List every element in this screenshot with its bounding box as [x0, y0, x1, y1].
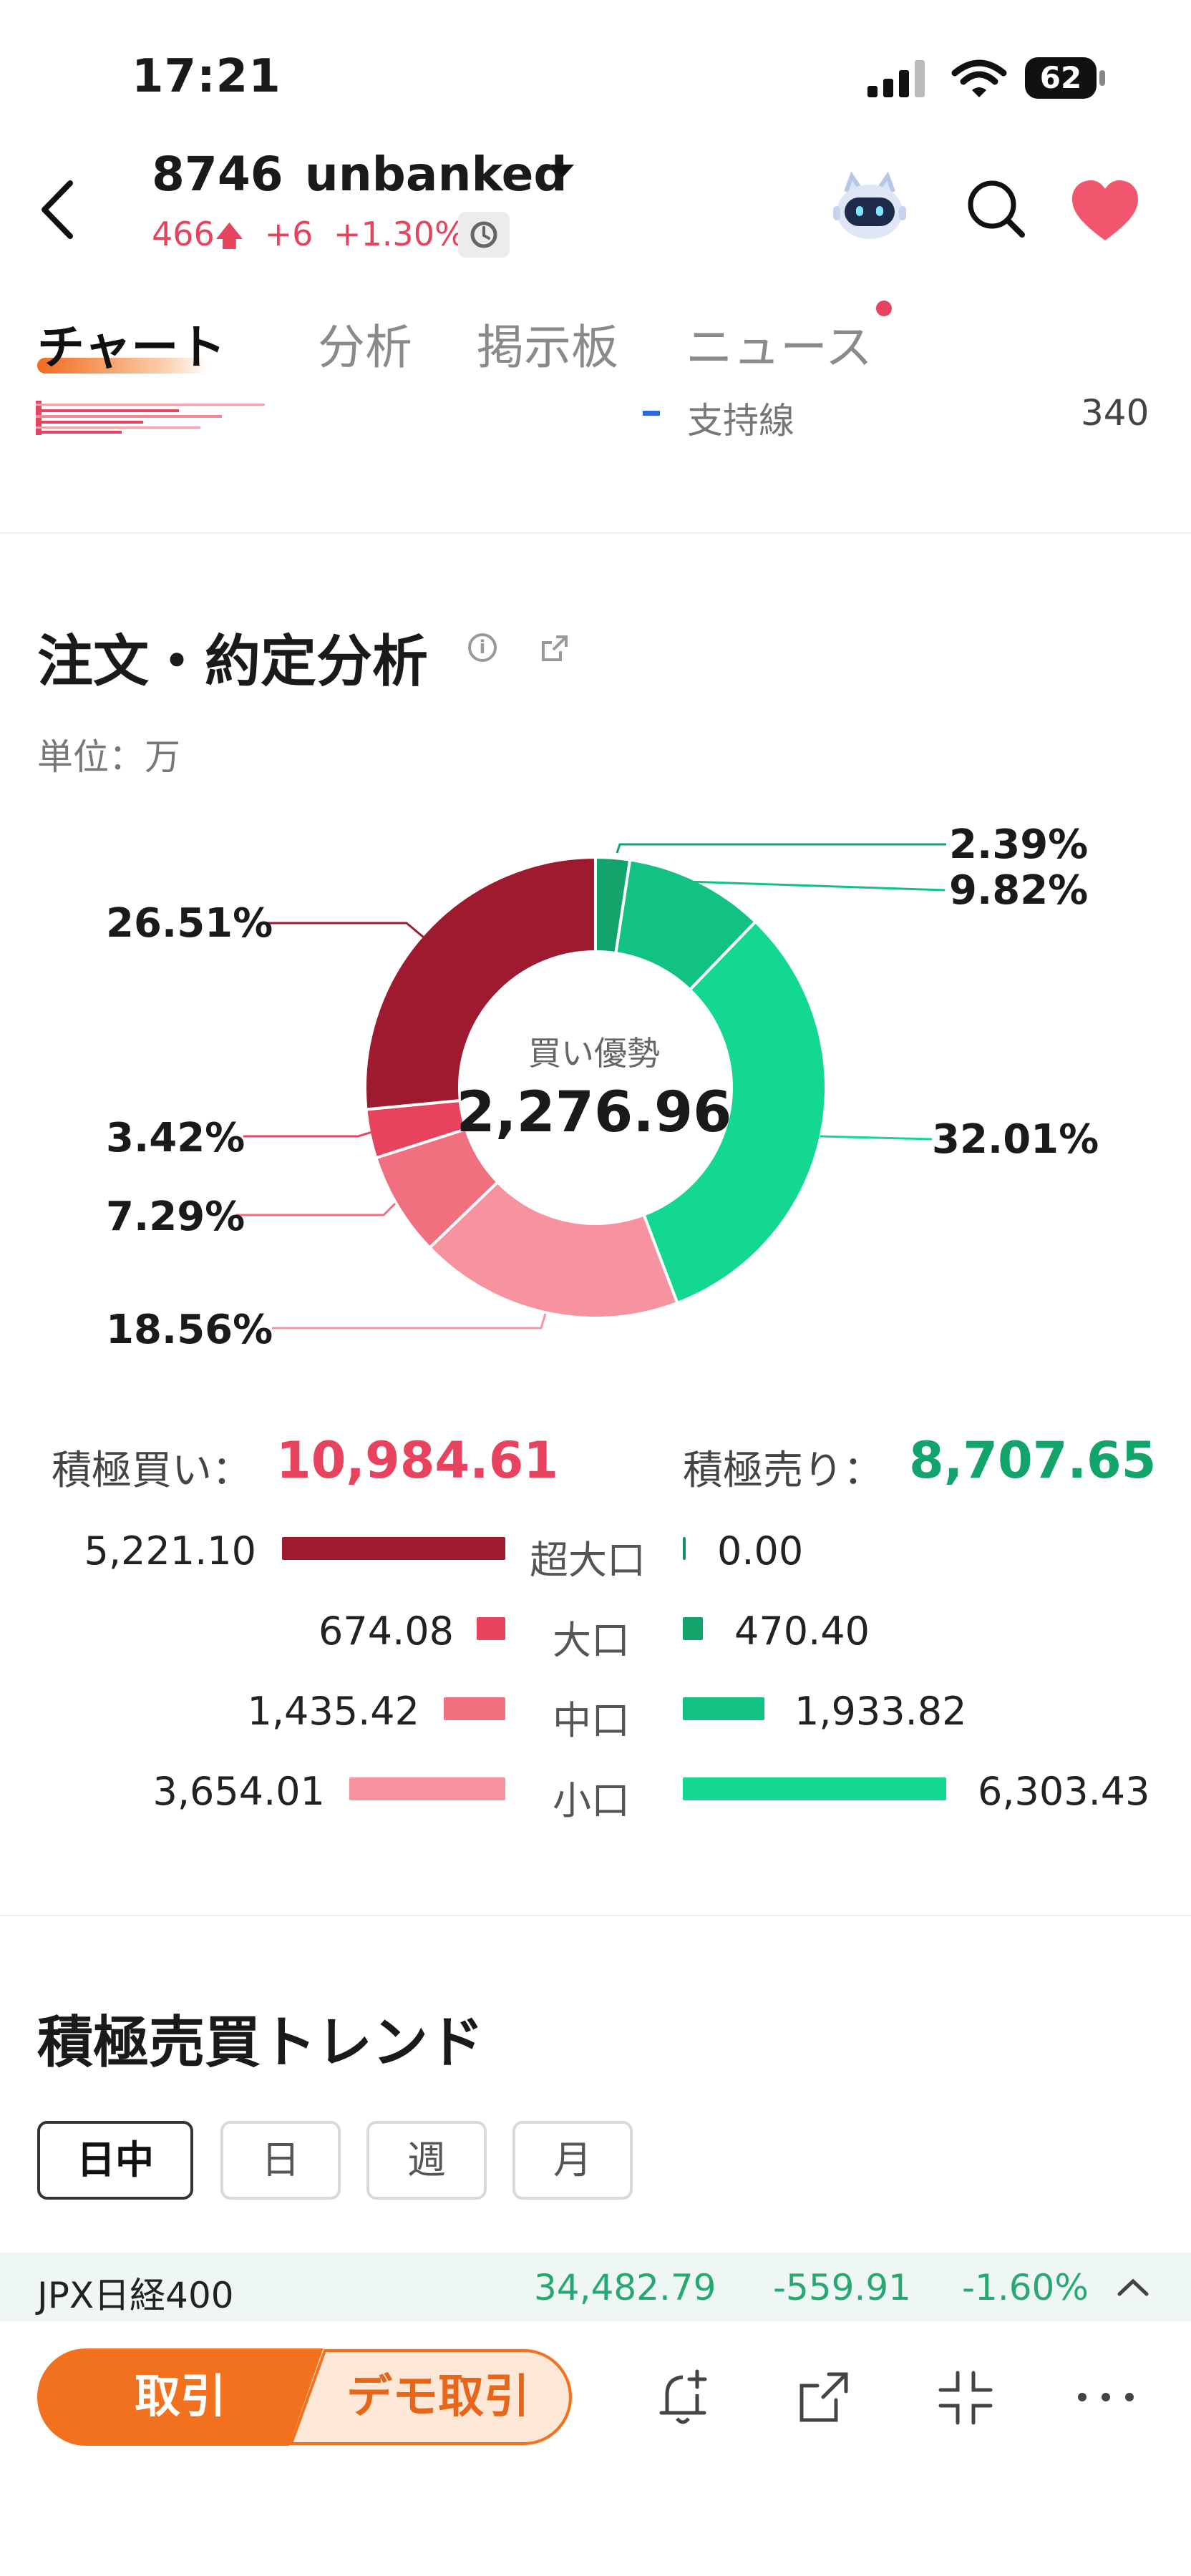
pct-sell-small: 32.01%	[932, 1116, 1099, 1163]
share-icon[interactable]	[793, 2367, 855, 2429]
sell-value: 6,303.43	[978, 1769, 1150, 1814]
tab-chart[interactable]: チャート	[37, 320, 226, 375]
clock-icon	[470, 221, 497, 248]
buy-bar	[444, 1697, 505, 1720]
chip-intraday[interactable]: 日中	[37, 2121, 193, 2200]
price: 466	[152, 215, 215, 253]
active-buy-label: 積極買い：	[52, 1448, 252, 1494]
sell-value: 470.40	[734, 1609, 870, 1654]
index-change: -559.91	[773, 2267, 911, 2308]
buy-value: 3,654.01	[152, 1769, 325, 1814]
index-ticker-bar[interactable]	[0, 2253, 1191, 2321]
price-change-pct: +1.30%	[334, 215, 466, 253]
pct-sell-large: 2.39%	[949, 821, 1089, 868]
stock-code: 8746	[152, 147, 283, 202]
up-arrow-icon: 🡅	[214, 220, 244, 253]
pct-buy-small: 18.56%	[106, 1307, 273, 1353]
donut-center-value: 2,276.96	[456, 1080, 732, 1145]
sell-value: 0.00	[717, 1528, 804, 1574]
stock-title[interactable]: 8746 unbanked	[152, 147, 568, 202]
leader-line-sell-mid	[686, 880, 945, 892]
donut-segment-buy-super	[364, 855, 597, 1111]
section-divider	[0, 532, 1191, 534]
volume-profile-fragment	[36, 401, 265, 435]
order-analysis-title: 注文・約定分析	[37, 630, 429, 694]
unit-label: 単位：万	[37, 736, 180, 778]
active-sell-value: 8,707.65	[909, 1431, 1157, 1490]
donut-center-label: 買い優勢	[528, 1034, 660, 1073]
pct-buy-large: 3.42%	[106, 1115, 246, 1161]
buy-bar	[282, 1537, 505, 1560]
trade-button[interactable]: 取引	[37, 2348, 324, 2446]
leader-line-sell-small	[820, 1135, 933, 1141]
tab-news[interactable]: ニュース	[686, 320, 872, 375]
sell-bar	[683, 1537, 686, 1560]
battery-cap	[1099, 70, 1105, 86]
tab-board[interactable]: 掲示板	[477, 320, 618, 375]
index-change-pct: -1.60%	[962, 2267, 1089, 2308]
pct-sell-mid: 9.82%	[949, 867, 1089, 914]
stock-quote: 466🡅 +6 +1.30%	[152, 215, 466, 264]
category-label: 超大口	[530, 1538, 646, 1583]
buy-value: 1,435.42	[247, 1689, 419, 1734]
favorite-heart-icon[interactable]	[1069, 179, 1141, 243]
news-notification-dot	[876, 301, 892, 316]
chip-week[interactable]: 週	[366, 2121, 487, 2200]
sell-bar	[683, 1777, 946, 1800]
active-trade-trend-title: 積極売買トレンド	[37, 2011, 485, 2075]
sell-bar	[683, 1617, 703, 1640]
share-icon[interactable]	[540, 634, 569, 663]
search-icon[interactable]	[962, 175, 1031, 243]
more-options-icon[interactable]	[1074, 2383, 1138, 2411]
buy-value: 674.08	[319, 1609, 454, 1654]
demo-trade-button-outline	[289, 2349, 572, 2445]
pct-buy-mid: 7.29%	[106, 1194, 246, 1240]
donut-segment-buy-small	[427, 1180, 679, 1319]
wifi-icon	[951, 59, 1007, 97]
market-hours-button[interactable]	[458, 212, 510, 258]
buy-bar	[349, 1777, 505, 1800]
back-chevron-icon[interactable]	[36, 177, 79, 242]
leader-line-buy-super	[263, 922, 424, 939]
pct-buy-super: 26.51%	[106, 900, 273, 947]
section-divider	[0, 1915, 1191, 1916]
buy-bar	[477, 1617, 505, 1640]
info-icon[interactable]: i	[468, 633, 497, 662]
battery-indicator: 62	[1025, 57, 1097, 99]
stock-name: unbanked	[304, 147, 568, 202]
active-sell-label: 積極売り：	[683, 1448, 883, 1494]
leader-line-buy-mid	[236, 1202, 397, 1216]
robot-assistant-icon[interactable]	[830, 172, 909, 243]
support-line-legend-marker	[643, 411, 660, 416]
index-name: JPX日経400	[37, 2275, 234, 2316]
sell-bar	[683, 1697, 764, 1720]
leader-line-buy-large	[243, 1131, 373, 1138]
leader-line-sell-large	[616, 843, 946, 854]
active-tab-indicator	[37, 358, 209, 374]
leader-line-buy-small	[272, 1313, 547, 1330]
price-change: +6	[264, 215, 313, 253]
index-value: 34,482.79	[534, 2267, 716, 2308]
category-label: 大口	[553, 1618, 630, 1663]
status-time: 17:21	[132, 50, 281, 103]
support-line-value: 340	[1081, 392, 1149, 434]
chevron-up-icon[interactable]	[1115, 2274, 1151, 2300]
category-label: 中口	[553, 1698, 630, 1743]
price-alert-bell-icon[interactable]	[653, 2366, 717, 2430]
chip-month[interactable]: 月	[512, 2121, 633, 2200]
chip-day[interactable]: 日	[220, 2121, 341, 2200]
demo-trade-button[interactable]: デモ取引	[289, 2348, 573, 2446]
order-donut-chart	[236, 843, 946, 1330]
active-buy-value: 10,984.61	[276, 1431, 559, 1490]
tab-analysis[interactable]: 分析	[318, 320, 412, 375]
collapse-icon[interactable]	[935, 2367, 996, 2429]
category-label: 小口	[553, 1778, 630, 1823]
support-line-label: 支持線	[687, 400, 794, 441]
donut-segment-sell-small	[641, 919, 827, 1305]
cellular-signal-icon	[867, 60, 926, 97]
chevron-down-icon[interactable]	[551, 165, 574, 177]
sell-value: 1,933.82	[794, 1689, 967, 1734]
buy-value: 5,221.10	[84, 1528, 256, 1574]
